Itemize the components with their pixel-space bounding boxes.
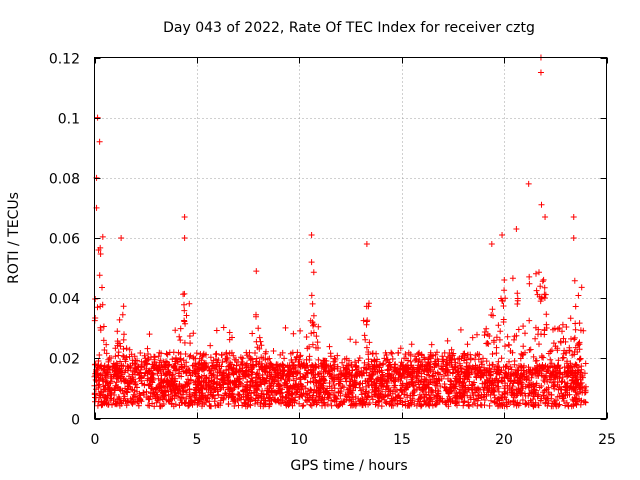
roti-peak-point [363,241,370,248]
roti-peak-point [570,235,577,241]
chart-title: Day 043 of 2022, Rate Of TEC Index for r… [163,20,535,36]
roti-peak-point [542,213,549,220]
y-tick-label: 0.02 [49,352,80,368]
y-tick-label: 0.06 [49,232,80,248]
roti-peak-point [570,213,577,220]
roti-peak-point [96,138,103,145]
y-tick-label: 0 [71,413,80,429]
y-axis-label: ROTI / TECUs [6,192,22,284]
grid [94,57,607,419]
roti-peak-point [253,268,260,275]
x-tick-label: 20 [495,432,513,448]
roti-peak-point [308,231,315,238]
x-tick-label: 0 [91,432,100,448]
roti-peak-point [308,259,315,266]
roti-peak-point [537,69,544,76]
roti-peak-point [513,225,520,232]
axis-ticks: 0 5 10 15 20 25 0 0.02 0.04 0.06 0.08 0.1 0.12 [49,52,616,449]
roti-peak-point [488,241,495,248]
x-axis-label: GPS time / hours [290,458,407,474]
y-tick-label: 0.1 [58,112,80,128]
x-tick-label: 10 [290,432,308,448]
roti-peak-point [525,180,532,187]
y-tick-label: 0.04 [49,292,80,308]
x-tick-label: 15 [393,432,411,448]
y-tick-label: 0.12 [49,52,80,68]
roti-peak-point [181,235,188,241]
roti-peak-point [94,114,101,121]
roti-peak-point [95,247,102,254]
x-tick-label: 5 [193,432,202,448]
x-tick-label: 25 [598,432,616,448]
data-points [91,54,589,410]
roti-peak-point [118,235,125,241]
roti-points [91,201,589,410]
roti-peak-point [499,231,506,238]
plot-frame [94,57,607,419]
roti-peak-point [181,213,188,220]
y-tick-label: 0.08 [49,172,80,188]
